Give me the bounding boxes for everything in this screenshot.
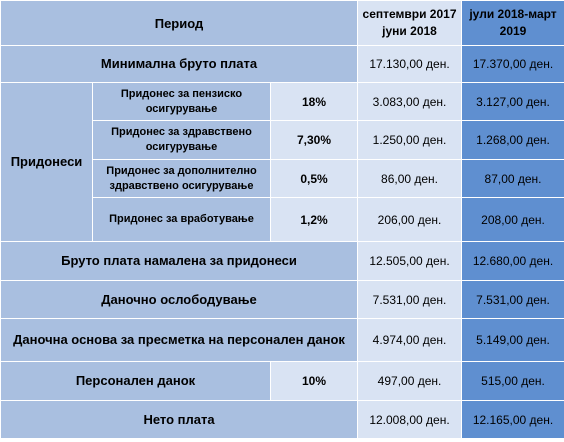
row-label-tax-exemption: Даночно ослободување bbox=[0, 280, 359, 319]
table-row: Бруто плата намалена за придонеси 12.505… bbox=[0, 241, 564, 281]
rate-additional-health-contribution: 0,5% bbox=[269, 159, 359, 198]
column-header-sep2017-jun2018: септември 2017 јуни 2018 bbox=[357, 0, 463, 46]
value-sep2017-jun2018: 12.008,00 ден. bbox=[357, 400, 463, 439]
column-header-jul2018-mar2019: јули 2018-март 2019 bbox=[461, 0, 564, 46]
value-jul2018-mar2019: 87,00 ден. bbox=[461, 159, 564, 198]
rate-personal-tax: 10% bbox=[269, 361, 359, 401]
value-jul2018-mar2019: 12.165,00 ден. bbox=[461, 400, 564, 439]
value-sep2017-jun2018: 86,00 ден. bbox=[357, 159, 463, 198]
value-jul2018-mar2019: 5.149,00 ден. bbox=[461, 318, 564, 362]
value-sep2017-jun2018: 3.083,00 ден. bbox=[357, 82, 463, 121]
value-jul2018-mar2019: 3.127,00 ден. bbox=[461, 82, 564, 121]
table-row: Даночна основа за пресметка на персонале… bbox=[0, 318, 564, 362]
row-label-personal-tax: Персонален данок bbox=[0, 361, 271, 401]
table-row: Даночно ослободување 7.531,00 ден. 7.531… bbox=[0, 280, 564, 319]
rate-employment-contribution: 1,2% bbox=[269, 197, 359, 242]
value-jul2018-mar2019: 208,00 ден. bbox=[461, 197, 564, 242]
value-jul2018-mar2019: 7.531,00 ден. bbox=[461, 280, 564, 319]
row-label-gross-reduced-by-contributions: Бруто плата намалена за придонеси bbox=[0, 241, 359, 281]
table-row: Нето плата 12.008,00 ден. 12.165,00 ден. bbox=[0, 400, 564, 439]
table-row: Придонес за дополнително здравствено оси… bbox=[1, 159, 564, 198]
value-sep2017-jun2018: 7.531,00 ден. bbox=[357, 280, 463, 319]
table-row: Придонеси Придонес за пензиско осигурува… bbox=[0, 82, 564, 242]
row-label-net-salary: Нето плата bbox=[0, 400, 359, 439]
rate-health-contribution: 7,30% bbox=[269, 120, 359, 160]
value-sep2017-jun2018: 1.250,00 ден. bbox=[357, 120, 463, 160]
rate-pension-contribution: 18% bbox=[269, 82, 359, 121]
value-sep2017-jun2018: 12.505,00 ден. bbox=[357, 241, 463, 281]
row-label-tax-base: Даночна основа за пресметка на персонале… bbox=[0, 318, 359, 362]
value-jul2018-mar2019: 1.268,00 ден. bbox=[461, 120, 564, 160]
header-row: Период септември 2017 јуни 2018 јули 201… bbox=[0, 0, 564, 46]
row-label-additional-health-contribution: Придонес за дополнително здравствено оси… bbox=[92, 159, 271, 198]
row-label-pension-contribution: Придонес за пензиско осигурување bbox=[92, 82, 271, 121]
table-row: Придонес за здравствено осигурување 7,30… bbox=[1, 120, 564, 160]
value-jul2018-mar2019: 515,00 ден. bbox=[461, 361, 564, 401]
period-header: Период bbox=[0, 0, 359, 46]
value-sep2017-jun2018: 497,00 ден. bbox=[357, 361, 463, 401]
row-label-health-contribution: Придонес за здравствено осигурување bbox=[92, 120, 271, 160]
row-label-contributions: Придонеси bbox=[0, 82, 93, 242]
value-sep2017-jun2018: 206,00 ден. bbox=[357, 197, 463, 242]
value-jul2018-mar2019: 17.370,00 ден. bbox=[461, 45, 564, 83]
row-label-minimum-gross-salary: Минимална бруто плата bbox=[0, 45, 359, 83]
table-row: Персонален данок 10% 497,00 ден. 515,00 … bbox=[0, 361, 564, 401]
value-sep2017-jun2018: 4.974,00 ден. bbox=[357, 318, 463, 362]
value-jul2018-mar2019: 12.680,00 ден. bbox=[461, 241, 564, 281]
value-sep2017-jun2018: 17.130,00 ден. bbox=[357, 45, 463, 83]
table-row: Минимална бруто плата 17.130,00 ден. 17.… bbox=[0, 45, 564, 83]
table-row: Придонес за вработување 1,2% 206,00 ден.… bbox=[1, 197, 564, 242]
row-label-employment-contribution: Придонес за вработување bbox=[92, 197, 271, 242]
